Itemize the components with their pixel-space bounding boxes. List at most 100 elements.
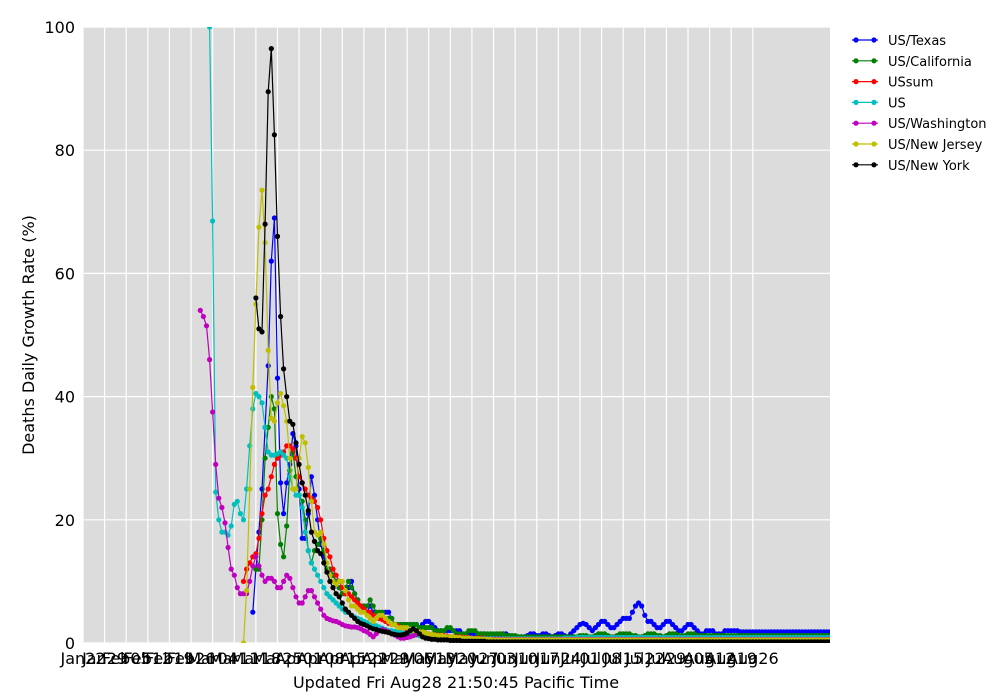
data-point xyxy=(293,440,299,446)
data-point xyxy=(278,313,284,320)
data-point xyxy=(250,406,256,412)
legend-marker xyxy=(871,58,877,64)
data-point xyxy=(244,566,250,572)
data-point xyxy=(299,504,305,511)
data-point xyxy=(237,510,243,517)
data-point xyxy=(296,455,302,461)
data-point xyxy=(318,606,324,612)
x-tick-label: Jun03 xyxy=(470,649,516,668)
x-tick-label: Jul22 xyxy=(624,649,665,668)
data-point xyxy=(213,461,219,467)
data-point xyxy=(210,218,216,224)
data-point xyxy=(240,517,247,523)
x-tick-label: Feb26 xyxy=(167,649,216,668)
legend-item: US/Texas xyxy=(852,34,946,49)
data-point xyxy=(281,510,287,517)
data-point xyxy=(268,258,274,264)
data-point xyxy=(210,409,216,415)
data-point xyxy=(253,295,259,301)
data-point xyxy=(259,510,265,517)
x-tick-label: Jul15 xyxy=(602,649,643,668)
data-point xyxy=(278,541,284,548)
legend-marker xyxy=(853,162,859,168)
data-point xyxy=(250,609,256,615)
legend-marker xyxy=(871,162,877,168)
x-tick-label: May13 xyxy=(402,649,455,668)
data-point xyxy=(222,520,228,526)
data-point xyxy=(639,603,645,609)
data-point xyxy=(281,578,287,585)
data-point xyxy=(311,566,318,572)
x-tick-label: Apr22 xyxy=(340,649,388,668)
x-tick-label: Jan29 xyxy=(81,649,127,668)
x-tick-label: May27 xyxy=(445,649,498,668)
data-point xyxy=(370,603,376,609)
data-point xyxy=(240,578,247,585)
data-point xyxy=(213,489,219,495)
legend-label: US/New Jersey xyxy=(888,138,983,153)
data-point xyxy=(302,594,308,600)
data-point xyxy=(311,538,318,545)
legend-marker xyxy=(853,120,859,126)
legend-item: USsum xyxy=(852,76,933,91)
data-point xyxy=(231,572,237,578)
x-tick-label: Apr01 xyxy=(275,649,323,668)
data-point xyxy=(321,560,327,566)
data-point xyxy=(342,588,348,594)
data-point xyxy=(274,233,281,239)
x-tick-label: Jul01 xyxy=(559,649,600,668)
x-tick-label: Aug19 xyxy=(705,649,757,668)
x-tick-label: Jul08 xyxy=(581,649,622,668)
data-point xyxy=(216,495,222,501)
data-point xyxy=(315,572,321,578)
data-point xyxy=(290,446,296,452)
data-point xyxy=(228,523,234,529)
data-point xyxy=(284,523,290,529)
data-point xyxy=(250,563,256,569)
data-point xyxy=(305,508,311,514)
data-point xyxy=(308,529,314,535)
data-point xyxy=(262,221,268,227)
data-point xyxy=(324,569,330,575)
x-tick-label: Apr29 xyxy=(361,649,409,668)
legend-marker xyxy=(871,120,877,126)
axes: 0 20 40 60 80 100 Jan22Jan29Feb05Feb12Feb19Feb… xyxy=(44,18,778,668)
data-point xyxy=(284,394,290,400)
x-tick-label: Mar25 xyxy=(252,649,303,668)
data-point xyxy=(299,434,305,440)
y-tick-label: 80 xyxy=(55,141,75,160)
data-point xyxy=(386,609,392,615)
data-point xyxy=(262,492,268,498)
data-point xyxy=(265,89,271,95)
data-point xyxy=(315,600,321,606)
data-point xyxy=(327,554,333,560)
x-tick-label: Jun17 xyxy=(513,649,559,668)
data-point xyxy=(296,492,302,498)
data-point xyxy=(299,480,305,486)
data-point xyxy=(302,440,308,446)
data-point xyxy=(287,455,293,461)
data-point xyxy=(247,578,253,585)
data-point xyxy=(299,600,305,606)
data-point xyxy=(293,486,299,492)
data-point xyxy=(259,572,265,578)
x-tick-label: Mar11 xyxy=(209,649,260,668)
data-point xyxy=(308,588,314,594)
data-point xyxy=(315,504,321,511)
data-point xyxy=(262,424,268,430)
data-point xyxy=(274,510,281,517)
x-tick-label: Apr15 xyxy=(318,649,366,668)
y-tick-label: 60 xyxy=(55,264,75,283)
legend-marker xyxy=(871,37,877,43)
data-point xyxy=(333,572,339,578)
data-point xyxy=(271,418,277,424)
x-tick-label: Aug05 xyxy=(662,649,714,668)
legend-item: US/New York xyxy=(852,159,970,174)
data-point xyxy=(330,585,336,591)
data-point xyxy=(244,588,250,594)
data-point xyxy=(284,480,290,486)
y-tick-label: 20 xyxy=(55,511,75,530)
data-point xyxy=(290,585,296,591)
data-point xyxy=(318,578,324,585)
legend-marker xyxy=(871,141,877,147)
